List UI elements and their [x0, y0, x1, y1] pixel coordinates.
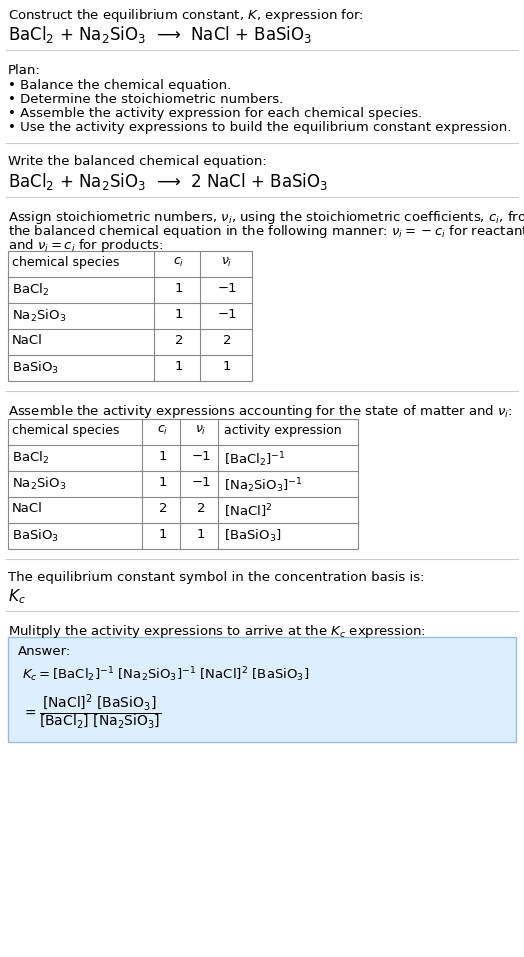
Text: −1: −1 — [191, 476, 211, 489]
Text: activity expression: activity expression — [224, 424, 342, 437]
Text: [Na$_2$SiO$_3$]$^{-1}$: [Na$_2$SiO$_3$]$^{-1}$ — [224, 476, 302, 495]
Text: 1: 1 — [174, 308, 183, 321]
Text: • Use the activity expressions to build the equilibrium constant expression.: • Use the activity expressions to build … — [8, 121, 511, 134]
Text: Na$_2$SiO$_3$: Na$_2$SiO$_3$ — [12, 308, 66, 324]
Text: $c_i$: $c_i$ — [173, 256, 184, 269]
Text: • Balance the chemical equation.: • Balance the chemical equation. — [8, 79, 231, 92]
FancyBboxPatch shape — [8, 419, 358, 549]
Text: 1: 1 — [159, 528, 167, 541]
Text: The equilibrium constant symbol in the concentration basis is:: The equilibrium constant symbol in the c… — [8, 571, 424, 584]
Text: Construct the equilibrium constant, $K$, expression for:: Construct the equilibrium constant, $K$,… — [8, 7, 364, 24]
Text: 2: 2 — [223, 334, 231, 347]
Text: Answer:: Answer: — [18, 645, 71, 658]
Text: $c_i$: $c_i$ — [157, 424, 169, 437]
Text: $K_c$: $K_c$ — [8, 587, 26, 606]
Text: BaCl$_2$ + Na$_2$SiO$_3$  ⟶  2 NaCl + BaSiO$_3$: BaCl$_2$ + Na$_2$SiO$_3$ ⟶ 2 NaCl + BaSi… — [8, 171, 328, 192]
Text: Mulitply the activity expressions to arrive at the $K_c$ expression:: Mulitply the activity expressions to arr… — [8, 623, 426, 640]
Text: and $\nu_i = c_i$ for products:: and $\nu_i = c_i$ for products: — [8, 237, 163, 254]
Text: 1: 1 — [223, 360, 231, 373]
Text: Assign stoichiometric numbers, $\nu_i$, using the stoichiometric coefficients, $: Assign stoichiometric numbers, $\nu_i$, … — [8, 209, 524, 226]
Text: 2: 2 — [174, 334, 183, 347]
Text: Assemble the activity expressions accounting for the state of matter and $\nu_i$: Assemble the activity expressions accoun… — [8, 403, 512, 420]
Text: Na$_2$SiO$_3$: Na$_2$SiO$_3$ — [12, 476, 66, 492]
Text: • Determine the stoichiometric numbers.: • Determine the stoichiometric numbers. — [8, 93, 283, 106]
Text: 2: 2 — [159, 502, 167, 515]
Text: $= \dfrac{[\mathrm{NaCl}]^2\ [\mathrm{BaSiO_3}]}{[\mathrm{BaCl_2}]\ [\mathrm{Na_: $= \dfrac{[\mathrm{NaCl}]^2\ [\mathrm{Ba… — [22, 692, 161, 731]
Text: chemical species: chemical species — [12, 256, 119, 269]
Text: −1: −1 — [191, 450, 211, 463]
Text: BaSiO$_3$: BaSiO$_3$ — [12, 528, 59, 545]
Text: 1: 1 — [196, 528, 205, 541]
Text: Write the balanced chemical equation:: Write the balanced chemical equation: — [8, 155, 267, 168]
Text: [BaSiO$_3$]: [BaSiO$_3$] — [224, 528, 281, 545]
FancyBboxPatch shape — [8, 637, 516, 742]
Text: [BaCl$_2$]$^{-1}$: [BaCl$_2$]$^{-1}$ — [224, 450, 286, 469]
Text: $\nu_i$: $\nu_i$ — [221, 256, 233, 269]
Text: BaCl$_2$: BaCl$_2$ — [12, 450, 49, 466]
Text: • Assemble the activity expression for each chemical species.: • Assemble the activity expression for e… — [8, 107, 422, 120]
Text: BaSiO$_3$: BaSiO$_3$ — [12, 360, 59, 376]
FancyBboxPatch shape — [8, 251, 252, 381]
Text: NaCl: NaCl — [12, 502, 43, 515]
Text: chemical species: chemical species — [12, 424, 119, 437]
Text: 1: 1 — [159, 476, 167, 489]
Text: Plan:: Plan: — [8, 64, 41, 77]
Text: the balanced chemical equation in the following manner: $\nu_i = -c_i$ for react: the balanced chemical equation in the fo… — [8, 223, 524, 240]
Text: [NaCl]$^2$: [NaCl]$^2$ — [224, 502, 272, 520]
Text: BaCl$_2$ + Na$_2$SiO$_3$  ⟶  NaCl + BaSiO$_3$: BaCl$_2$ + Na$_2$SiO$_3$ ⟶ NaCl + BaSiO$… — [8, 24, 312, 45]
Text: −1: −1 — [217, 282, 237, 295]
Text: 1: 1 — [159, 450, 167, 463]
Text: 1: 1 — [174, 282, 183, 295]
Text: $\nu_i$: $\nu_i$ — [195, 424, 206, 437]
Text: 1: 1 — [174, 360, 183, 373]
Text: $K_c = [\mathrm{BaCl_2}]^{-1}\ [\mathrm{Na_2SiO_3}]^{-1}\ [\mathrm{NaCl}]^2\ [\m: $K_c = [\mathrm{BaCl_2}]^{-1}\ [\mathrm{… — [22, 665, 309, 683]
Text: −1: −1 — [217, 308, 237, 321]
Text: NaCl: NaCl — [12, 334, 43, 347]
Text: 2: 2 — [196, 502, 205, 515]
Text: BaCl$_2$: BaCl$_2$ — [12, 282, 49, 298]
